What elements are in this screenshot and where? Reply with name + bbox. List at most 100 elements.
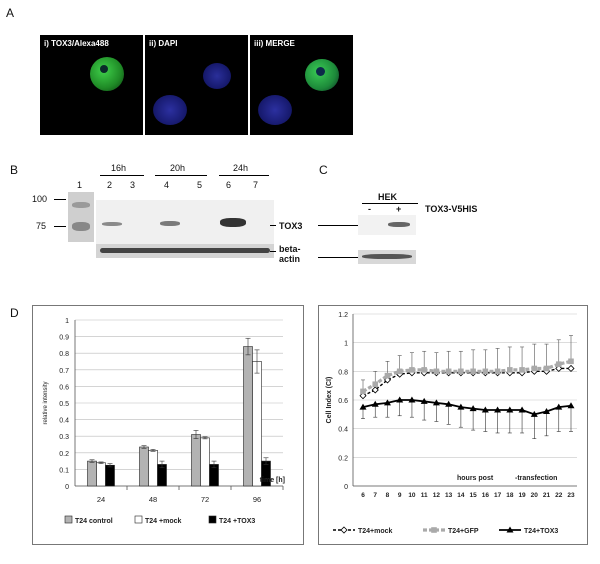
- lane-2: 2: [107, 180, 113, 190]
- data-point: [445, 400, 453, 407]
- x-tick-label: 8: [386, 492, 390, 499]
- x-tick-label: 21: [543, 492, 551, 499]
- tox3-pointer: [270, 225, 276, 226]
- legend-swatch: [64, 515, 73, 524]
- x-tick-label: 13: [445, 492, 453, 499]
- panel-label-a: A: [6, 6, 15, 20]
- data-point: [469, 405, 477, 412]
- hek-tox3-blot: [358, 215, 416, 235]
- lane-7: 7: [253, 180, 259, 190]
- data-point: [359, 392, 367, 400]
- data-point: [494, 406, 502, 413]
- time-16h: 16h: [111, 163, 127, 173]
- data-point: [421, 367, 427, 373]
- lane-6: 6: [226, 180, 232, 190]
- x-tick-label: 9: [398, 492, 402, 499]
- time-20h: 20h: [170, 163, 186, 173]
- x-tick-label: 15: [470, 492, 478, 499]
- y-tick-label: 0.9: [59, 335, 69, 342]
- data-point: [555, 361, 562, 367]
- panel-label-b: B: [10, 163, 19, 177]
- data-point: [519, 367, 525, 373]
- data-point: [409, 367, 415, 373]
- data-point: [568, 358, 574, 365]
- chart-e-frame: 0 0.2 0.4 0.6 0.8 1 1.2 6 7 8 9 10 11 12 13 14 15 16 17 18 1…: [318, 305, 588, 545]
- legend-label: T24 control: [75, 518, 113, 525]
- y-axis-label: relative intensity: [43, 381, 49, 424]
- y-tick-label: 0.8: [338, 369, 348, 376]
- legend-marker: [506, 526, 514, 533]
- legend-swatch: [134, 515, 143, 524]
- tox3-blot: [96, 200, 274, 244]
- data-point: [433, 368, 440, 375]
- marker-tick: [54, 199, 66, 200]
- hek-actin-blot: [358, 250, 416, 264]
- data-point: [360, 388, 366, 395]
- x-tick-label: 14: [457, 492, 465, 499]
- data-point: [481, 406, 489, 413]
- time-bar-24h: [219, 175, 269, 176]
- data-point: [372, 381, 379, 388]
- plus-label: +: [396, 204, 402, 214]
- bar: [252, 361, 262, 487]
- bar: [105, 464, 115, 487]
- x-tick-label: 24: [97, 495, 105, 504]
- time-24h: 24h: [233, 163, 249, 173]
- x-tick-label: 12: [433, 492, 441, 499]
- legend-swatch: [208, 515, 217, 524]
- actin-pointer: [270, 251, 276, 252]
- y-tick-label: 1: [344, 341, 348, 348]
- y-tick-label: 0: [65, 484, 69, 491]
- actin-label: actin: [279, 254, 301, 264]
- micrograph-title: iii) MERGE: [254, 39, 295, 48]
- data-point: [518, 406, 526, 413]
- y-tick-label: 0: [344, 484, 348, 491]
- y-tick-label: 1: [65, 318, 69, 325]
- hek-actin-pointer: [318, 257, 358, 258]
- panel-label-d: D: [10, 306, 19, 320]
- data-point: [567, 402, 575, 409]
- legend-label: T24 +TOX3: [219, 518, 255, 525]
- data-point: [384, 372, 391, 379]
- merged-nucleus-2: [258, 95, 292, 125]
- y-tick-label: 0.6: [59, 384, 69, 391]
- time-bar-16h: [100, 175, 144, 176]
- data-point: [432, 399, 440, 406]
- micrograph-merge: iii) MERGE: [250, 35, 353, 135]
- x-tick-label: 23: [567, 492, 575, 499]
- blot-band: [388, 222, 410, 227]
- data-point: [530, 410, 538, 417]
- micrograph-tox3: i) TOX3/Alexa488: [40, 35, 143, 135]
- x-tick-label: 96: [253, 495, 261, 504]
- data-point: [555, 364, 563, 373]
- data-point: [543, 407, 551, 414]
- ladder-lane: [68, 192, 94, 242]
- marker-75: 75: [36, 221, 47, 231]
- data-point: [359, 403, 367, 410]
- y-tick-label: 0.6: [338, 398, 348, 405]
- y-tick-label: 1.2: [338, 312, 348, 319]
- series-line: [362, 399, 572, 416]
- actin-band: [100, 248, 270, 253]
- y-tick-label: 0.3: [59, 434, 69, 441]
- bar: [139, 446, 149, 487]
- x-axis-label-right: -transfection: [515, 475, 557, 482]
- lane-1: 1: [77, 180, 83, 190]
- lane-4: 4: [164, 180, 170, 190]
- hek-bar: [362, 203, 418, 204]
- y-tick-label: 0.4: [338, 427, 348, 434]
- blot-band: [102, 222, 122, 226]
- hek-label: HEK: [378, 192, 398, 202]
- ladder-band: [72, 222, 90, 231]
- micrograph-dapi: ii) DAPI: [145, 35, 248, 135]
- data-point: [458, 368, 464, 375]
- lane-5: 5: [197, 180, 203, 190]
- blot-band: [220, 218, 246, 227]
- x-tick-label: 6: [361, 492, 365, 499]
- data-point: [543, 365, 550, 372]
- blue-nucleus-1: [203, 63, 231, 89]
- bar: [87, 460, 97, 487]
- data-point: [445, 368, 452, 375]
- chart-d-frame: 0 0.1 0.2 0.3 0.4 0.5 0.6 0.7 0.8 0.9 1 24 48 72 96 rel…: [32, 305, 304, 545]
- data-point: [494, 368, 501, 375]
